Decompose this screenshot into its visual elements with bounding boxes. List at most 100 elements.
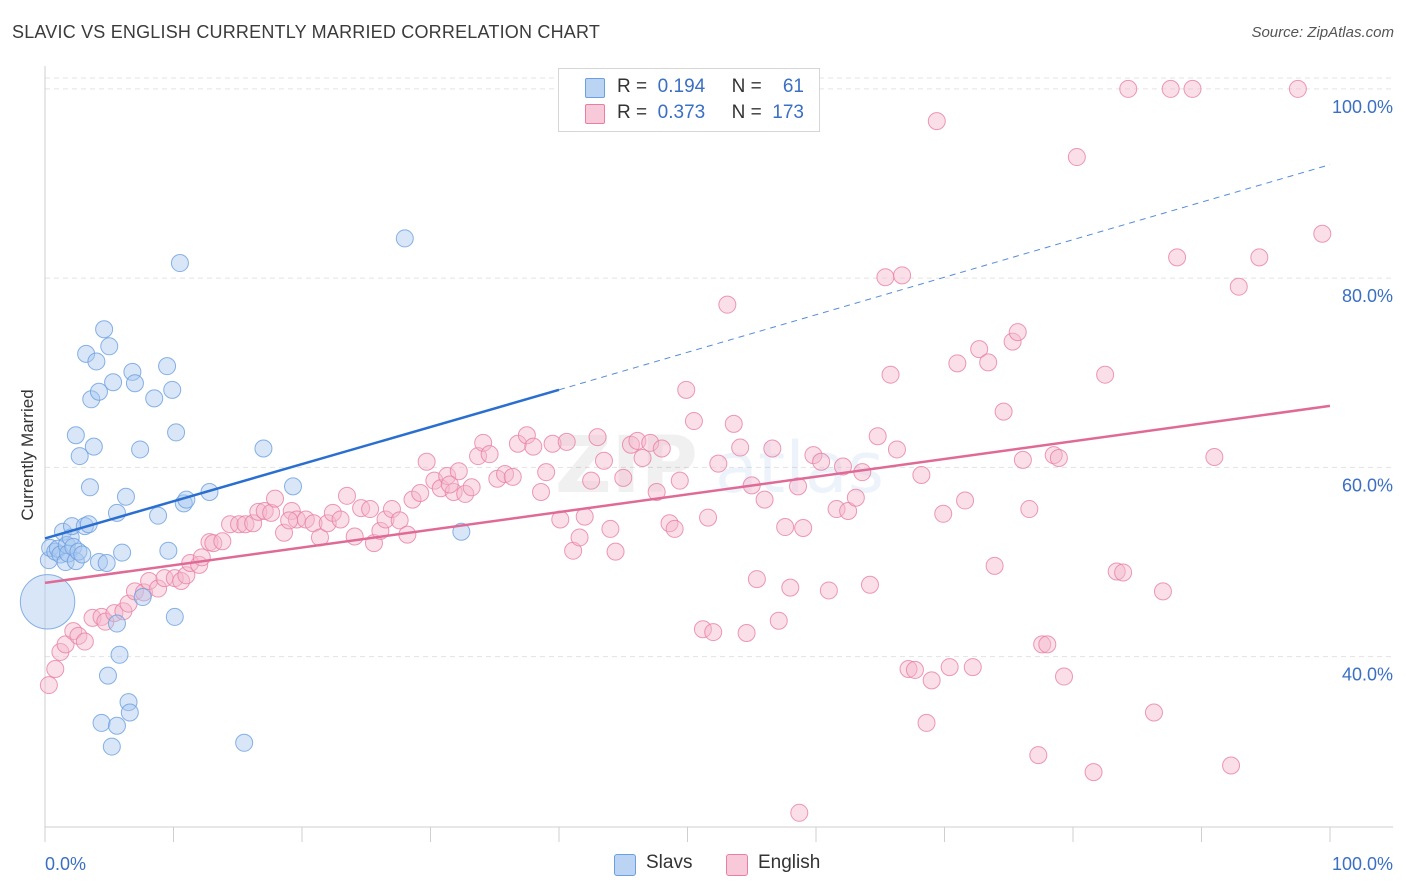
english-point-34 <box>266 489 285 508</box>
english-point-25 <box>204 534 223 553</box>
english-point-135 <box>934 504 953 523</box>
english-point-26 <box>213 532 232 551</box>
english-point-82 <box>588 428 607 447</box>
english-point-80 <box>575 507 594 526</box>
english-point-159 <box>1119 79 1138 98</box>
english-point-99 <box>699 508 718 527</box>
slavs-point-40 <box>163 380 182 399</box>
slavs-point-33 <box>125 374 144 393</box>
english-point-129 <box>899 659 918 678</box>
english-point-102 <box>718 295 737 314</box>
slavs-point-43 <box>170 254 189 273</box>
english-point-116 <box>812 452 831 471</box>
legend-n-value-english: 173 <box>772 102 804 123</box>
english-point-90 <box>641 433 660 452</box>
slavs-point-34 <box>131 440 150 459</box>
english-point-29 <box>236 515 255 534</box>
english-point-33 <box>262 503 281 522</box>
english-point-123 <box>860 575 879 594</box>
legend-stats-slavs: R = 0.194 N = 61 <box>617 76 804 97</box>
english-point-44 <box>337 486 356 505</box>
english-point-77 <box>557 432 576 451</box>
english-point-100 <box>704 623 723 642</box>
trend-lines <box>44 164 1331 585</box>
slavs-point-31 <box>116 487 135 506</box>
english-point-163 <box>1168 248 1187 267</box>
english-point-94 <box>665 519 684 538</box>
english-point-158 <box>1114 563 1133 582</box>
english-point-152 <box>1049 448 1068 467</box>
english-point-96 <box>677 380 696 399</box>
english-point-71 <box>517 426 536 445</box>
english-point-19 <box>172 571 191 590</box>
y-axis-label: Currently Married <box>18 389 37 521</box>
slavs-point-48 <box>98 666 117 685</box>
tick-labels: 40.0% 60.0% 80.0% 100.0% 0.0% 100.0% <box>45 97 1393 874</box>
english-point-125 <box>876 268 895 287</box>
slavs-point-37 <box>149 506 168 525</box>
slavs-point-42 <box>167 423 186 442</box>
english-point-43 <box>331 510 350 529</box>
english-point-104 <box>731 438 750 457</box>
english-point-141 <box>979 353 998 372</box>
english-point-91 <box>647 483 666 502</box>
slavs-point-47 <box>97 553 116 572</box>
english-point-133 <box>922 671 941 690</box>
english-point-16 <box>149 579 168 598</box>
english-point-164 <box>1183 79 1202 98</box>
english-point-127 <box>887 440 906 459</box>
english-point-130 <box>905 660 924 679</box>
legend-swatch-english <box>585 104 605 124</box>
english-point-105 <box>737 624 756 643</box>
english-point-3 <box>56 635 75 654</box>
english-point-31 <box>249 502 268 521</box>
english-point-161 <box>1153 582 1172 601</box>
english-point-156 <box>1096 365 1115 384</box>
english-point-101 <box>709 454 728 473</box>
english-point-109 <box>763 439 782 458</box>
english-point-62 <box>456 484 475 503</box>
slavs-point-27 <box>100 337 119 356</box>
english-point-86 <box>614 468 633 487</box>
english-point-84 <box>601 519 620 538</box>
english-point-115 <box>804 446 823 465</box>
bottom-legend-label-english: English <box>758 852 821 873</box>
english-point-108 <box>755 490 774 509</box>
legend-stats-english: R = 0.373 N = 173 <box>617 102 804 123</box>
slavs-point-35 <box>133 588 152 607</box>
english-point-150 <box>1038 635 1057 654</box>
slavs-point-23 <box>87 352 106 371</box>
slavs-point-16 <box>73 545 92 564</box>
english-point-117 <box>819 581 838 600</box>
x-tick-label-100: 100.0% <box>1332 854 1393 874</box>
english-point-113 <box>789 477 808 496</box>
english-point-52 <box>390 511 409 530</box>
english-point-103 <box>724 414 743 433</box>
chart-title: SLAVIC VS ENGLISH CURRENTLY MARRIED CORR… <box>12 22 601 42</box>
slavs-point-21 <box>82 390 101 409</box>
english-point-173 <box>280 511 299 530</box>
axes <box>44 66 1393 842</box>
slavs-point-18 <box>77 344 96 363</box>
english-point-65 <box>474 433 493 452</box>
english-point-66 <box>480 445 499 464</box>
slavs-point-56 <box>235 733 254 752</box>
english-point-118 <box>827 500 846 519</box>
y-tick-label-100: 100.0% <box>1332 97 1393 117</box>
english-point-78 <box>564 541 583 560</box>
english-point-83 <box>594 451 613 470</box>
slavs-point-59 <box>395 229 414 248</box>
english-point-143 <box>994 402 1013 421</box>
watermark-atlas: atlas <box>715 427 884 509</box>
english-point-32 <box>255 501 274 520</box>
y-tick-label-80: 80.0% <box>1342 286 1393 306</box>
english-point-55 <box>411 483 430 502</box>
slavs-point-60 <box>452 522 471 541</box>
english-point-134 <box>927 112 946 131</box>
english-point-149 <box>1033 635 1052 654</box>
slavs-points <box>19 229 471 756</box>
english-point-132 <box>917 713 936 732</box>
english-point-167 <box>1229 277 1248 296</box>
english-point-72 <box>524 437 543 456</box>
english-point-54 <box>403 490 422 509</box>
